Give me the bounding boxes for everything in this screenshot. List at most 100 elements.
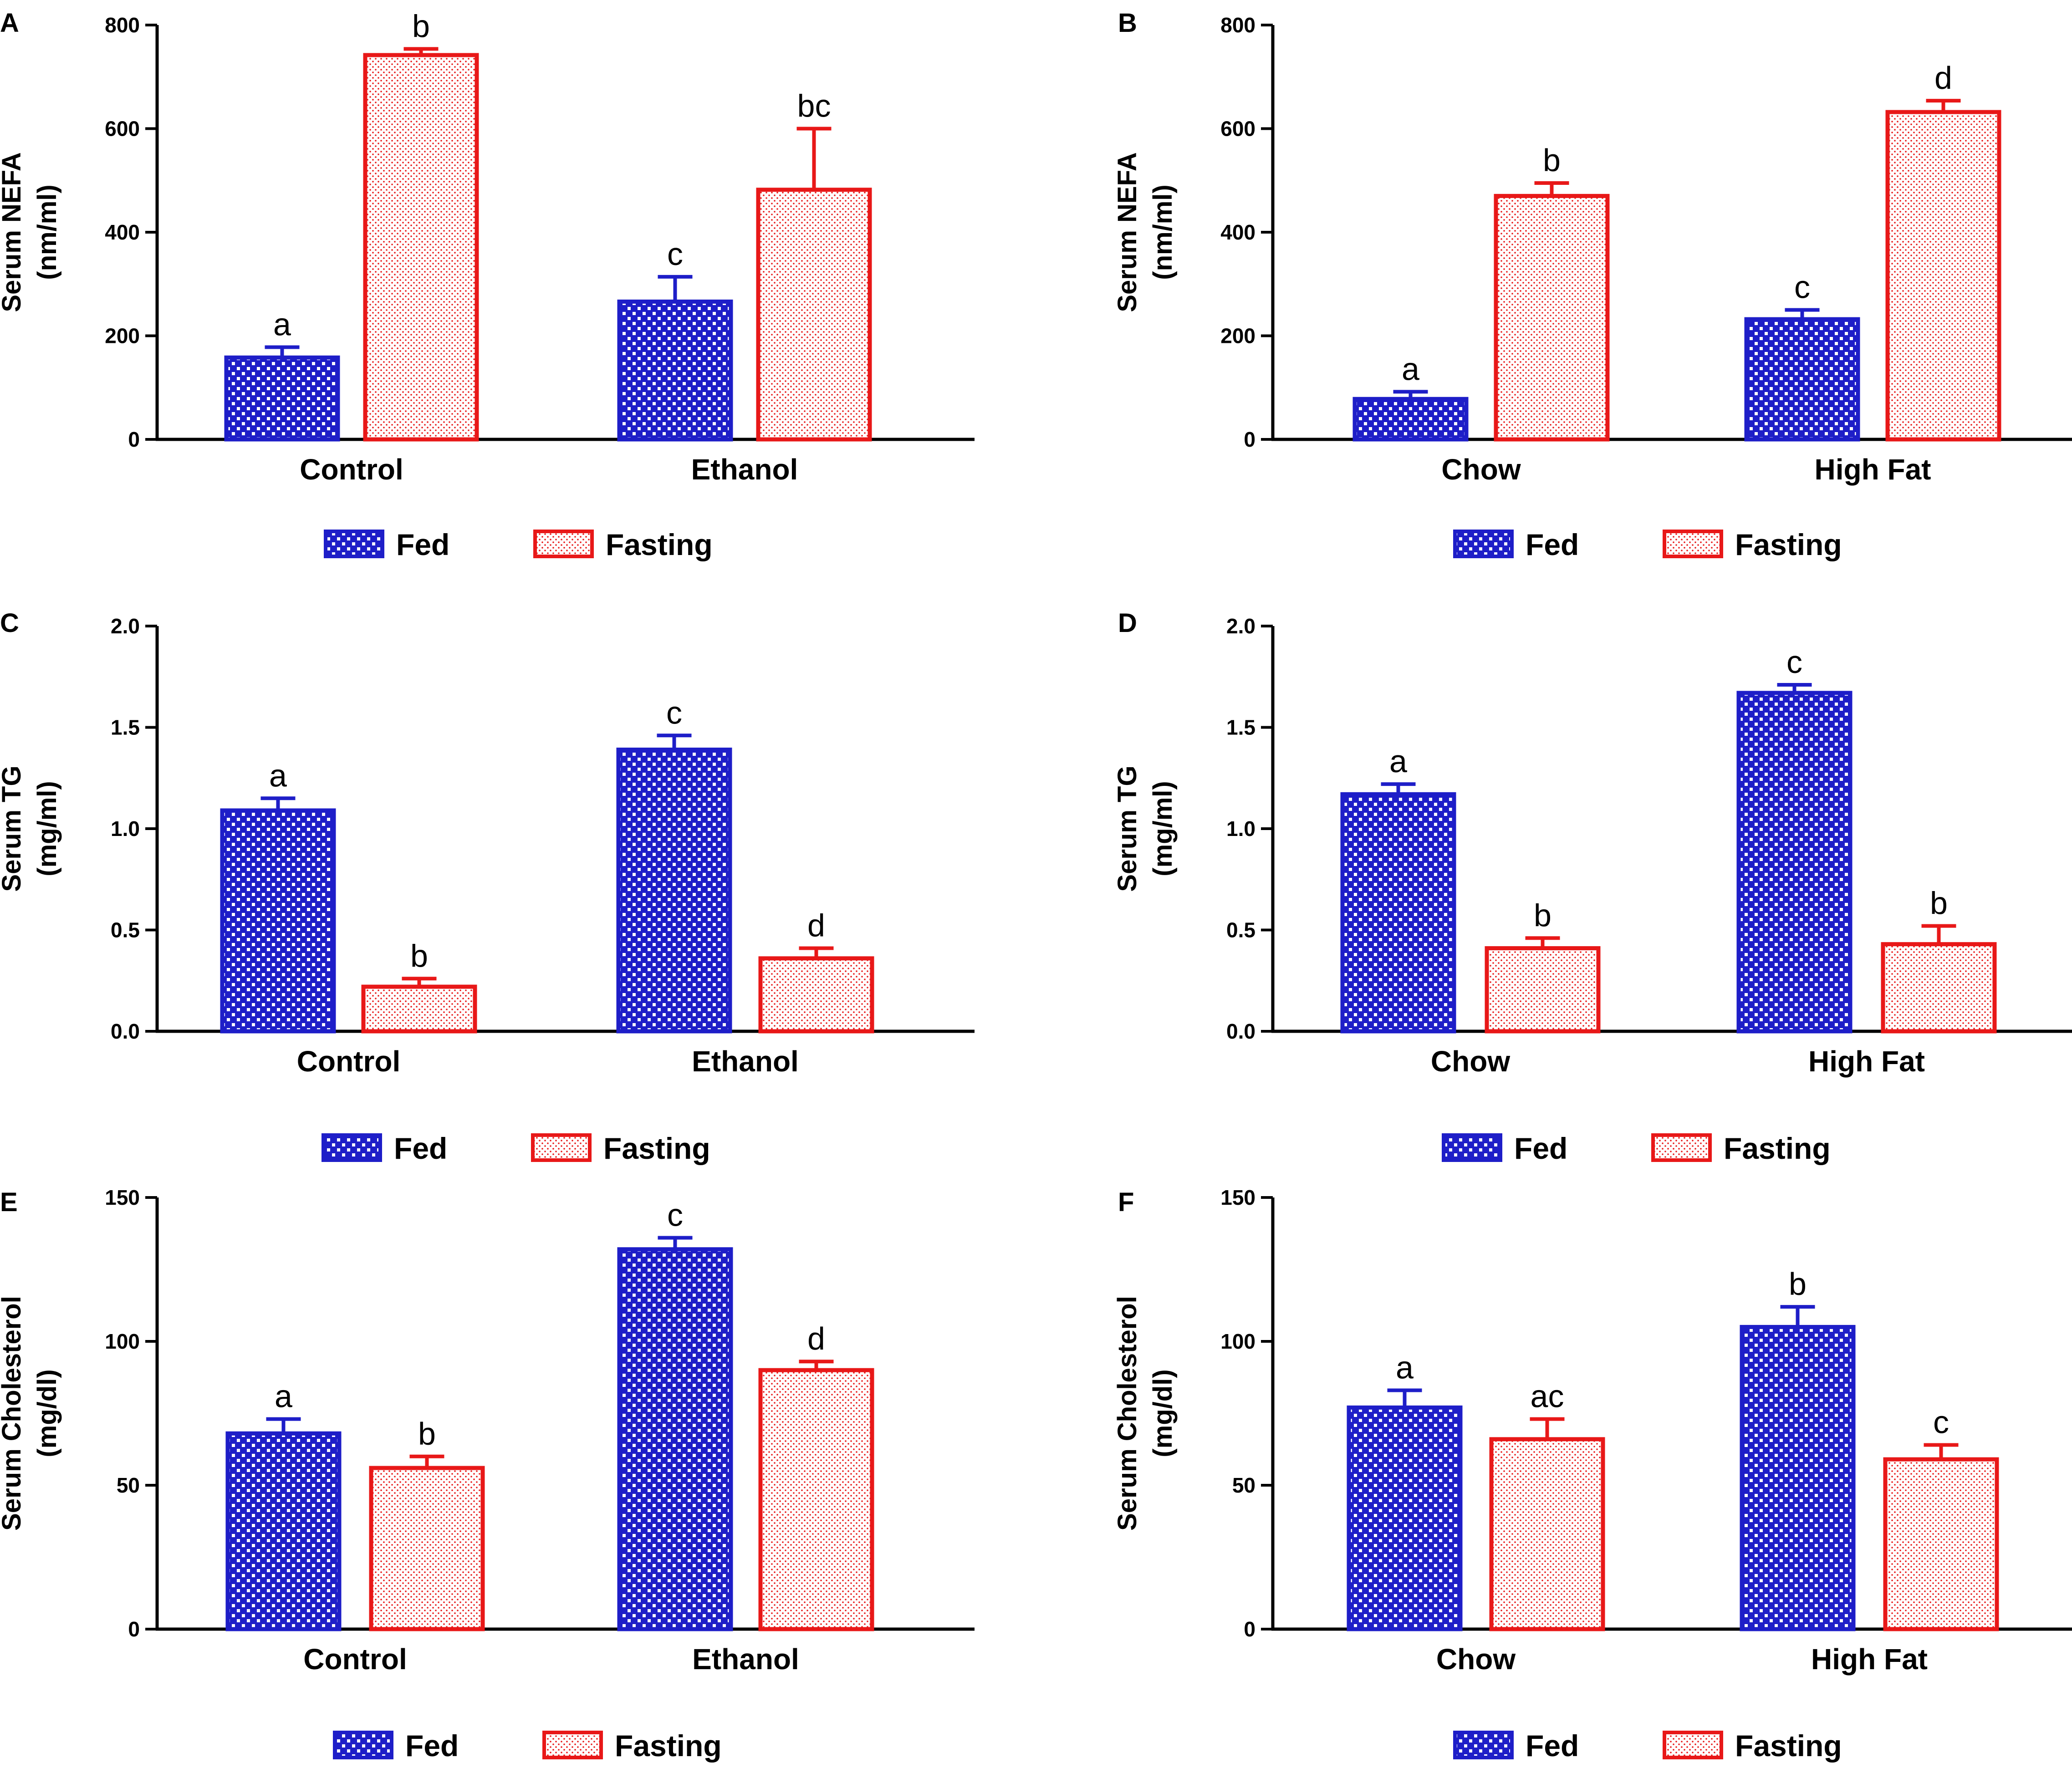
x-category-label: High Fat bbox=[1815, 453, 1931, 486]
bar-fed-control bbox=[225, 1431, 342, 1631]
significance-label: b bbox=[1534, 897, 1551, 933]
bar-fasting-chow bbox=[1489, 1437, 1605, 1631]
significance-label: c bbox=[1933, 1405, 1949, 1440]
x-category-label: Control bbox=[300, 453, 403, 486]
y-axis-unit-label: (mg/ml) bbox=[32, 781, 62, 876]
y-tick-label: 100 bbox=[105, 1330, 140, 1353]
y-tick-label: 400 bbox=[105, 220, 140, 244]
y-tick-label: 600 bbox=[1220, 117, 1255, 141]
bar-fasting-control bbox=[363, 53, 479, 442]
legend-swatch-fed bbox=[1453, 530, 1514, 558]
y-tick-label: 150 bbox=[105, 1186, 140, 1209]
y-axis-unit-label: (mg/dl) bbox=[1148, 1369, 1178, 1457]
bar-fasting-chow bbox=[1494, 194, 1610, 442]
legend: Fed Fasting bbox=[333, 1729, 722, 1763]
bar-fed-ethanol bbox=[616, 747, 732, 1034]
bar-fed-chow bbox=[1347, 1405, 1463, 1631]
y-axis-label: Serum NEFA bbox=[0, 152, 26, 312]
y-tick-label: 1.5 bbox=[1226, 716, 1255, 739]
panel-b: B 0 200 400 600 800 Serum NEFA (nm/ml) a b Chow c d H… bbox=[1113, 8, 2072, 561]
y-tick-label: 0 bbox=[128, 1617, 140, 1641]
bar-fasting-high-fat bbox=[1883, 1457, 1999, 1631]
significance-label: b bbox=[412, 8, 430, 44]
significance-label: b bbox=[418, 1416, 436, 1452]
y-tick-label: 400 bbox=[1220, 220, 1255, 244]
x-category-label: Control bbox=[303, 1643, 407, 1676]
x-category-label: Ethanol bbox=[691, 453, 798, 486]
panel-letter: D bbox=[1118, 608, 1137, 638]
significance-label: b bbox=[1543, 143, 1561, 178]
significance-label: b bbox=[1930, 886, 1948, 921]
y-tick-label: 800 bbox=[1220, 13, 1255, 37]
bar-fasting-ethanol bbox=[758, 956, 874, 1034]
legend-swatch-fed bbox=[1453, 1731, 1514, 1759]
legend-label-fasting: Fasting bbox=[606, 528, 713, 561]
bar-fed-chow bbox=[1352, 397, 1469, 442]
x-category-label: High Fat bbox=[1808, 1045, 1925, 1078]
panel-e: E 0 50 100 150 Serum Cholesterol (mg/dl) a b Cont… bbox=[0, 1186, 975, 1763]
x-category-label: High Fat bbox=[1811, 1643, 1928, 1676]
significance-label: b bbox=[410, 938, 428, 973]
y-axis-unit-label: (mg/dl) bbox=[32, 1369, 62, 1457]
legend-swatch-fed bbox=[333, 1731, 393, 1759]
legend-label-fasting: Fasting bbox=[603, 1131, 710, 1165]
significance-label: c bbox=[1786, 644, 1802, 680]
significance-label: bc bbox=[797, 88, 831, 124]
bar-fed-high-fat bbox=[1740, 1325, 1856, 1631]
significance-label: c bbox=[1794, 270, 1810, 305]
y-axis-label: Serum Cholesterol bbox=[0, 1296, 26, 1531]
bar-fed-high-fat bbox=[1736, 691, 1853, 1034]
x-category-label: Control bbox=[297, 1045, 401, 1078]
legend-label-fed: Fed bbox=[405, 1729, 459, 1763]
panel-letter: E bbox=[0, 1187, 18, 1217]
legend-swatch-fed bbox=[324, 530, 384, 558]
legend-label-fed: Fed bbox=[1526, 528, 1579, 561]
bar-fed-chow bbox=[1340, 792, 1456, 1034]
y-axis-unit-label: (mg/ml) bbox=[1148, 781, 1178, 876]
y-tick-label: 1.0 bbox=[1226, 817, 1255, 841]
x-category-label: Chow bbox=[1441, 453, 1521, 486]
panel-letter: F bbox=[1118, 1187, 1134, 1217]
y-axis-label: Serum Cholesterol bbox=[1113, 1296, 1142, 1531]
y-tick-label: 0.0 bbox=[111, 1019, 140, 1043]
y-tick-label: 0.5 bbox=[1226, 918, 1255, 942]
y-tick-label: 0 bbox=[1244, 428, 1255, 451]
significance-label: a bbox=[269, 758, 287, 793]
bar-fasting-chow bbox=[1485, 946, 1601, 1034]
bar-fed-high-fat bbox=[1744, 317, 1860, 442]
legend: Fed Fasting bbox=[324, 528, 713, 561]
legend-label-fasting: Fasting bbox=[1735, 528, 1842, 561]
panel-letter: C bbox=[0, 608, 19, 638]
panel-f: F 0 50 100 150 Serum Cholesterol (mg/dl) a ac Cho… bbox=[1113, 1186, 2072, 1763]
bar-fasting-ethanol bbox=[756, 188, 872, 442]
legend-swatch-fed bbox=[322, 1133, 382, 1162]
y-axis-label: Serum NEFA bbox=[1113, 152, 1142, 312]
significance-label: a bbox=[1389, 744, 1407, 779]
y-tick-label: 0.0 bbox=[1226, 1019, 1255, 1043]
bar-fasting-high-fat bbox=[1881, 942, 1997, 1034]
x-category-label: Ethanol bbox=[692, 1643, 799, 1676]
significance-label: c bbox=[666, 695, 682, 730]
y-axis-label: Serum TG bbox=[1113, 765, 1142, 892]
x-category-label: Chow bbox=[1436, 1643, 1516, 1676]
y-tick-label: 50 bbox=[117, 1473, 140, 1497]
panel-letter: A bbox=[0, 8, 19, 38]
y-tick-label: 200 bbox=[1220, 324, 1255, 348]
legend-swatch-fasting bbox=[1651, 1133, 1712, 1162]
significance-label: a bbox=[1396, 1350, 1414, 1385]
legend-label-fasting: Fasting bbox=[1735, 1729, 1842, 1763]
legend-swatch-fasting bbox=[1663, 530, 1723, 558]
legend-swatch-fasting bbox=[542, 1731, 603, 1759]
significance-label: b bbox=[1789, 1266, 1807, 1302]
panel-c: C 0.0 0.5 1.0 1.5 2.0 Serum TG (mg/ml) a b Control… bbox=[0, 608, 975, 1165]
legend-label-fasting: Fasting bbox=[615, 1729, 722, 1763]
bar-fed-control bbox=[220, 808, 336, 1034]
panel-letter: B bbox=[1118, 8, 1137, 38]
legend-label-fed: Fed bbox=[1526, 1729, 1579, 1763]
y-tick-label: 100 bbox=[1220, 1330, 1255, 1353]
bar-fasting-control bbox=[369, 1466, 485, 1631]
legend-swatch-fed bbox=[1442, 1133, 1502, 1162]
y-tick-label: 2.0 bbox=[1226, 614, 1255, 638]
legend-label-fed: Fed bbox=[1514, 1131, 1567, 1165]
